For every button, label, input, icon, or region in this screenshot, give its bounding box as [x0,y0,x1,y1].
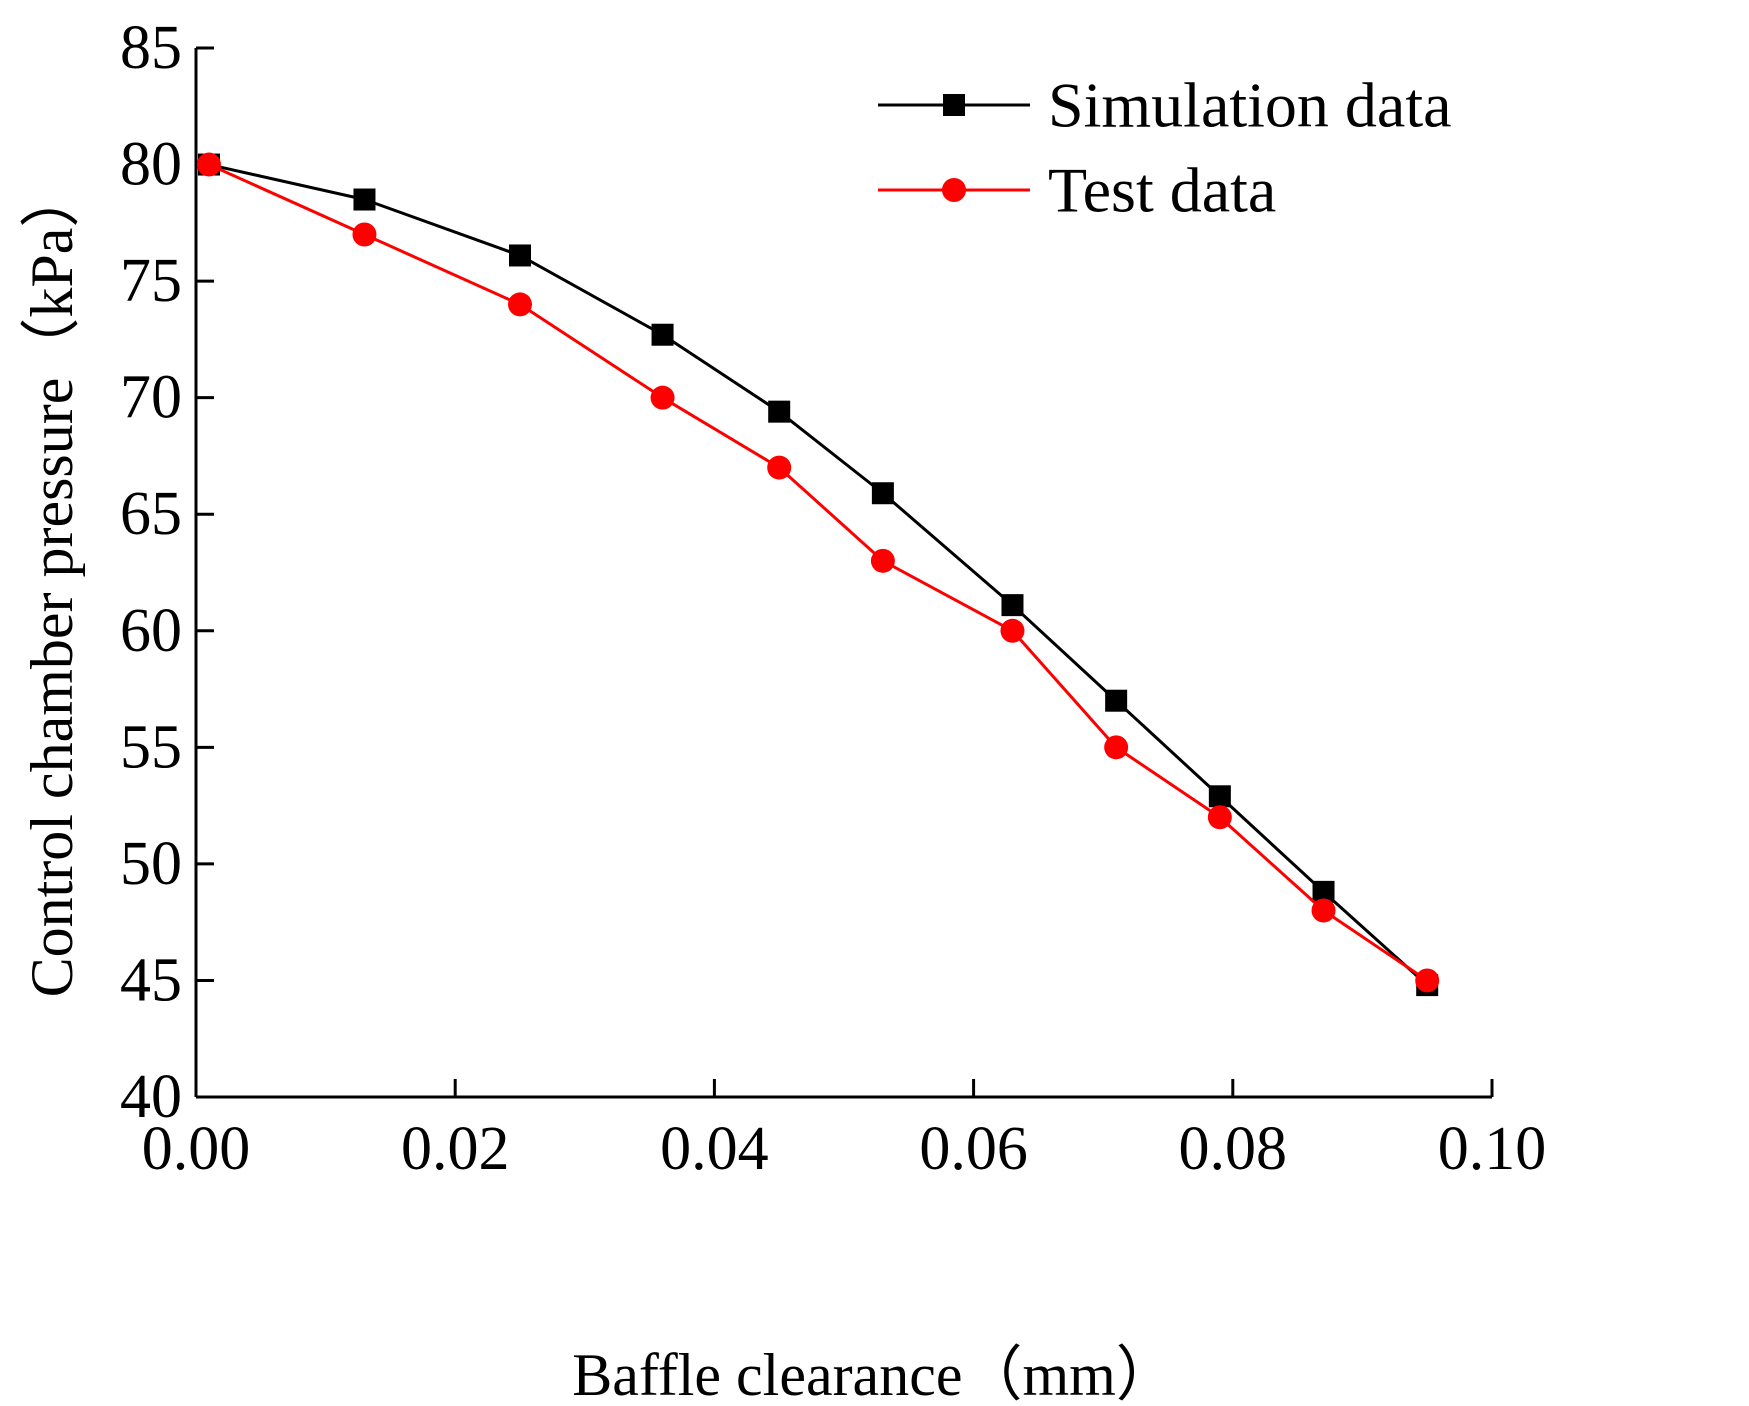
series-line [208,163,1429,987]
series-simulation [197,153,1439,997]
legend-marker [942,178,966,202]
data-point [768,400,791,423]
y-tick-label: 45 [120,946,182,1014]
series-layer [196,152,1440,997]
legend: Simulation data Test data [878,70,1452,226]
x-tick-label: 0.00 [142,1115,251,1183]
y-tick-label: 55 [120,713,182,781]
x-tick-label: 0.02 [401,1115,510,1183]
data-point [1208,785,1231,808]
data-point [509,244,531,267]
data-point [870,548,895,573]
y-tick-label: 75 [120,247,182,315]
axes: 40 45 50 55 60 65 70 75 80 85 0.00 0.02 0.04 0.06 0.08… [120,14,1546,1183]
data-point [871,482,894,505]
x-tick-label: 0.08 [1179,1115,1288,1183]
y-tick-label: 60 [120,597,182,665]
legend-label: Test data [1048,155,1276,226]
data-point [651,323,674,346]
data-point [352,222,377,247]
y-tick-label: 80 [120,131,182,199]
x-axis-label: Baffle clearance（mm） [572,1342,1176,1406]
data-point [196,152,221,177]
data-point [767,455,792,480]
y-tick-label: 40 [120,1063,182,1131]
data-point [1001,594,1024,617]
data-point [508,292,532,317]
series-test [196,152,1440,993]
data-point [353,188,376,211]
data-point [1311,898,1336,923]
y-axis-label: Control chamber pressure（kPa） [19,168,85,998]
data-point [1415,968,1440,993]
y-tick-label: 85 [120,14,182,82]
data-point [1312,880,1335,903]
data-point [1104,735,1129,760]
data-point [1105,689,1128,712]
y-tick-label: 50 [120,830,182,898]
data-point [1207,805,1232,830]
legend-label: Simulation data [1048,70,1452,141]
data-point [650,385,675,410]
data-point [1000,618,1025,643]
x-tick-label: 0.06 [919,1115,1028,1183]
series-line [208,163,1429,982]
y-tick-label: 70 [120,364,182,432]
legend-item: Simulation data [878,70,1452,141]
x-tick-label: 0.10 [1438,1115,1547,1183]
legend-marker [943,94,965,116]
y-tick-label: 65 [120,480,182,548]
x-tick-label: 0.04 [660,1115,769,1183]
legend-item: Test data [878,155,1276,226]
